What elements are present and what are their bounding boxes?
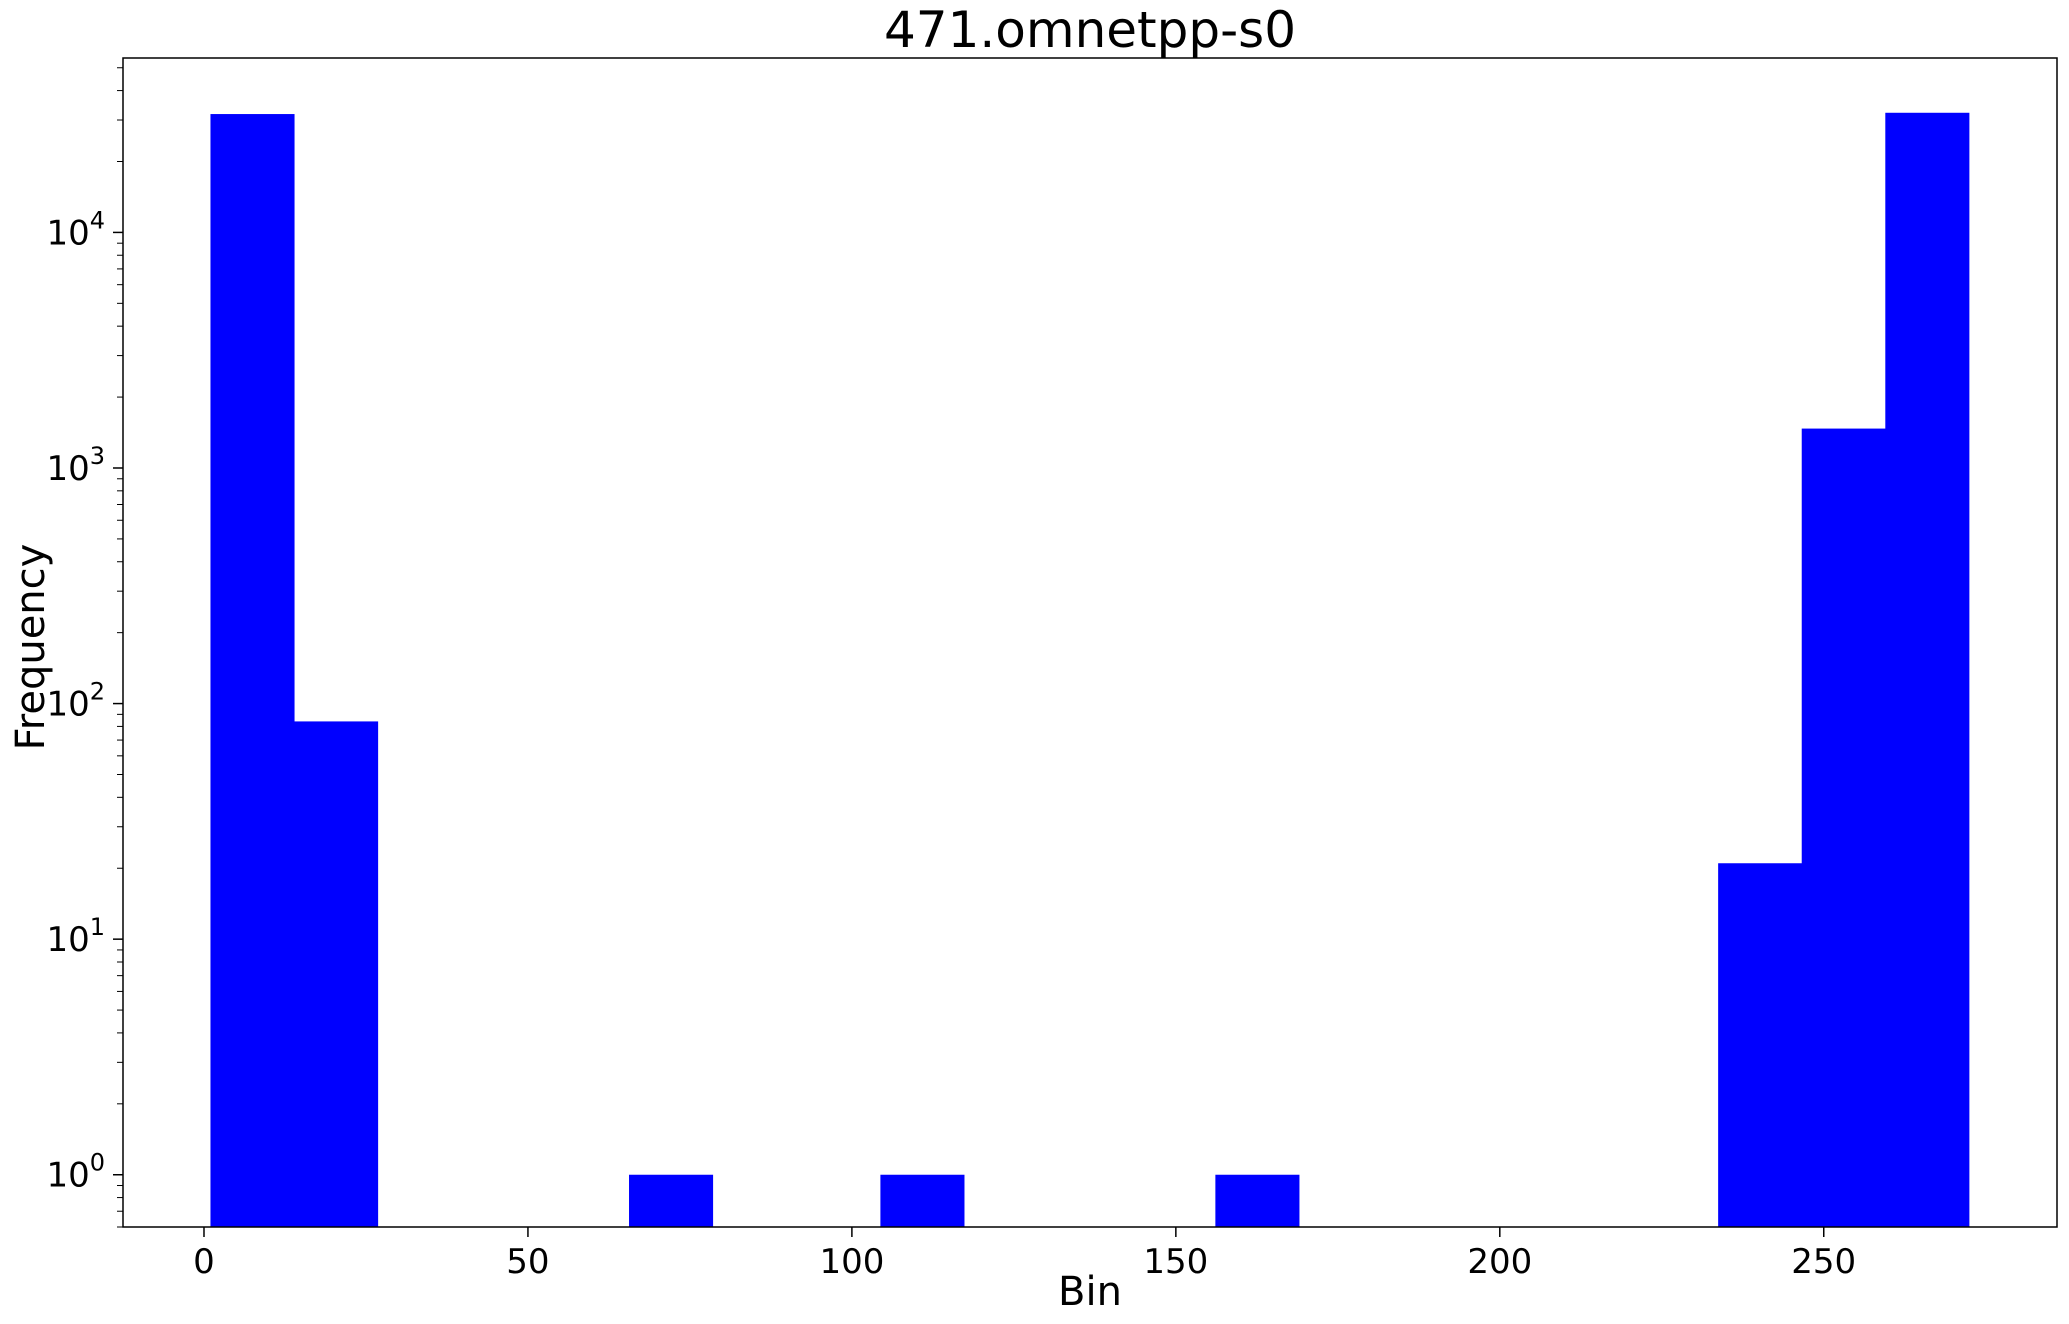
histogram-bar: [1885, 112, 1970, 1228]
y-minor-ticks: [117, 67, 123, 1228]
histogram-bar: [1801, 428, 1886, 1227]
histogram-bar: [629, 1174, 714, 1227]
y-axis-label: Frequency: [8, 544, 54, 751]
y-tick-label: 104: [46, 206, 105, 253]
x-tick-label: 250: [1791, 1242, 1856, 1282]
histogram-bar: [1215, 1174, 1300, 1227]
x-tick-label: 200: [1467, 1242, 1532, 1282]
x-ticks: 0 50 100 150 200 250: [193, 1227, 1856, 1282]
x-tick-label: 0: [193, 1242, 215, 1282]
histogram-bar: [294, 721, 379, 1227]
histogram-bar: [1718, 863, 1803, 1227]
y-tick-label: 102: [46, 678, 105, 725]
chart-title: 471.omnetpp-s0: [884, 1, 1296, 59]
plot-frame: [122, 57, 2058, 1228]
x-axis-label: Bin: [1058, 1269, 1122, 1315]
x-tick-label: 100: [819, 1242, 884, 1282]
histogram-bar: [880, 1174, 965, 1227]
y-tick-label: 100: [46, 1149, 105, 1196]
y-tick-label: 101: [46, 913, 105, 960]
y-tick-label: 103: [46, 442, 105, 489]
bars-group: [210, 112, 1970, 1228]
y-ticks: 100 101 102 103 104: [46, 206, 123, 1196]
x-tick-label: 150: [1143, 1242, 1208, 1282]
histogram-bar: [210, 114, 295, 1227]
x-tick-label: 50: [506, 1242, 549, 1282]
